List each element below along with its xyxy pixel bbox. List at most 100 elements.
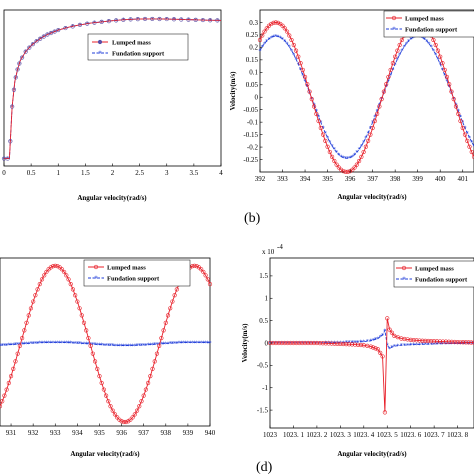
- series-lumped-d-point: [429, 338, 434, 344]
- series-foundation-c-point: *: [111, 343, 114, 350]
- series-foundation-c-point: *: [116, 343, 119, 350]
- series-foundation-c-line: [0, 341, 211, 346]
- series-foundation-d-point: *: [436, 341, 439, 348]
- series-lumped-d-point: [466, 340, 471, 345]
- series-lumped-b-point: [291, 42, 296, 48]
- x-tick-b-label: 396: [345, 175, 356, 183]
- series-lumped-b-point: [384, 82, 389, 87]
- series-lumped-c-point: [8, 373, 14, 379]
- series-lumped-b-point: [298, 61, 303, 66]
- series-foundation-d-point: *: [447, 341, 450, 348]
- series-foundation-b-point: *: [448, 84, 451, 91]
- series-lumped-d-point: [437, 339, 443, 344]
- series-foundation-b-point: *: [353, 152, 356, 159]
- series-foundation-b-point: *: [358, 147, 361, 154]
- series-lumped-c-point: [6, 380, 11, 386]
- series-lumped-a-point: [85, 21, 90, 26]
- series-foundation-d-point: *: [348, 340, 351, 347]
- y-tick-b-label: 0.05: [246, 81, 259, 89]
- series-lumped-c-point: [157, 343, 162, 349]
- series-foundation-d-point: *: [366, 339, 369, 346]
- series-foundation-b-point: *: [279, 35, 282, 42]
- series-foundation-a-point: *: [31, 42, 34, 49]
- series-lumped-b-point: [345, 169, 350, 175]
- series-lumped-a-point: [128, 17, 133, 22]
- series-lumped-a-point: [135, 17, 140, 22]
- series-foundation-a-point: *: [39, 36, 42, 43]
- series-lumped-b-point: [280, 23, 285, 28]
- series-foundation-c-point: *: [209, 340, 212, 347]
- series-foundation-b-point: *: [331, 143, 334, 150]
- series-foundation-b-point: *: [290, 48, 293, 55]
- legend-marker-lumped-b: [391, 15, 397, 21]
- series-lumped-b-point: [397, 42, 402, 48]
- series-foundation-b-point: *: [439, 62, 442, 69]
- series-lumped-b-point: [460, 125, 465, 131]
- series-foundation-a-point: *: [53, 29, 56, 36]
- series-foundation-b-point: *: [286, 41, 289, 48]
- series-lumped-a-point: [17, 61, 22, 66]
- series-foundation-d-point: *: [470, 340, 473, 347]
- series-foundation-b-point: *: [340, 154, 343, 161]
- series-lumped-c-point: [26, 313, 31, 318]
- series-lumped-a-point: [34, 39, 39, 44]
- legend-marker-foundation-c: *: [94, 275, 98, 283]
- series-lumped-a-point: [5, 156, 10, 161]
- series-lumped-c-point: [174, 287, 179, 292]
- series-foundation-c-point: *: [120, 343, 123, 350]
- series-lumped-b-point: [314, 111, 319, 116]
- series-lumped-c-point: [0, 404, 3, 409]
- series-foundation-d-point: *: [415, 342, 418, 349]
- chart-panel-d: * * * * * * * * * * * * * * * * * * * * * * * * * * * * * * * * * * * * * * * *…: [241, 243, 474, 474]
- series-lumped-b-point: [372, 118, 377, 124]
- series-lumped-c-point: [141, 393, 146, 398]
- series-lumped-a-point: [114, 18, 119, 23]
- series-lumped-c-point: [79, 313, 84, 318]
- y-multiplier-exp-d: -4: [277, 243, 283, 251]
- series-foundation-b-point: *: [373, 114, 376, 121]
- series-lumped-d-point: [385, 316, 390, 321]
- series-lumped-b-point: [440, 61, 445, 66]
- series-lumped-a-point: [19, 55, 25, 60]
- series-foundation-a-point: *: [115, 18, 118, 25]
- x-tick-b-label: 399: [412, 175, 423, 183]
- series-lumped-c-point: [95, 366, 100, 371]
- series-lumped-b-point: [260, 33, 265, 38]
- series-foundation-a-point: *: [28, 45, 31, 52]
- series-foundation-b-point: *: [265, 38, 268, 45]
- series-lumped-d-point: [323, 341, 328, 346]
- series-lumped-b-line: [259, 22, 474, 173]
- series-lumped-c-point: [73, 293, 78, 298]
- series-lumped-b-point: [375, 111, 380, 116]
- series-foundation-c-point: *: [204, 340, 207, 347]
- x-tick-c-label: 931: [6, 429, 17, 437]
- series-foundation-c-point: *: [60, 340, 63, 347]
- series-lumped-d-point: [375, 347, 380, 352]
- series-lumped-a-point: [15, 67, 20, 72]
- series-foundation-c-point: *: [162, 341, 165, 348]
- series-foundation-b-point: *: [315, 108, 318, 115]
- series-lumped-c-point: [137, 404, 142, 409]
- series-lumped-d-point: [273, 340, 278, 346]
- x-tick-c-label: 935: [94, 429, 105, 437]
- series-lumped-c-point: [28, 306, 34, 311]
- series-lumped-c-point: [39, 277, 45, 282]
- series-lumped-a-point: [11, 87, 17, 92]
- series-lumped-c-point: [163, 320, 168, 325]
- series-foundation-b-point: *: [270, 35, 273, 42]
- series-foundation-b-point: *: [394, 62, 397, 69]
- series-lumped-d-point: [440, 339, 446, 344]
- series-foundation-c-point: *: [122, 343, 125, 350]
- series-foundation-c-point: *: [184, 340, 187, 347]
- series-lumped-d-point: [308, 340, 314, 346]
- series-foundation-c-point: *: [47, 340, 50, 347]
- series-foundation-c-point: *: [43, 340, 46, 347]
- series-lumped-d-point: [399, 336, 404, 341]
- series-lumped-d-point: [455, 340, 460, 345]
- series-foundation-a-point: *: [64, 25, 67, 32]
- series-lumped-b-point: [442, 67, 447, 73]
- series-foundation-d-point: *: [450, 341, 453, 348]
- x-tick-b-label: 401: [457, 175, 468, 183]
- legend-box-b: [383, 10, 474, 38]
- x-tick-d-label: 1023. 4: [353, 431, 375, 439]
